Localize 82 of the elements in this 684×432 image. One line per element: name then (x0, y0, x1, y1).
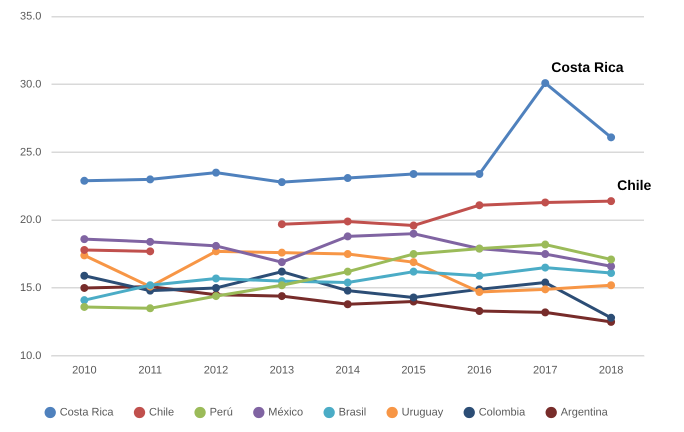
point (541, 79, 550, 88)
point (344, 174, 352, 182)
point (541, 285, 550, 294)
y-tick-label: 20.0 (20, 214, 42, 226)
point (541, 198, 550, 206)
point (607, 197, 616, 206)
legend-label: México (268, 406, 304, 419)
annotation: Chile (617, 176, 652, 193)
point (541, 278, 550, 287)
legend-label: Colombia (478, 406, 526, 419)
point (344, 250, 352, 258)
point (212, 168, 220, 177)
point (607, 314, 616, 322)
point (146, 304, 154, 312)
x-tick-label: 2013 (270, 364, 294, 376)
point (475, 288, 484, 296)
point (146, 247, 154, 256)
point (80, 235, 88, 244)
point (475, 272, 484, 280)
legend-label: Perú (210, 406, 233, 419)
point (80, 176, 88, 185)
point (212, 274, 220, 282)
point (475, 201, 484, 210)
point (344, 286, 352, 295)
point (475, 170, 484, 178)
point (344, 278, 352, 287)
point (541, 240, 550, 249)
legend-label: Brasil (338, 406, 366, 419)
x-tick-label: 2012 (204, 364, 228, 376)
point (410, 170, 418, 178)
y-tick-label: 10.0 (20, 350, 42, 362)
legend-label: Chile (149, 406, 174, 419)
point (344, 217, 352, 226)
point (278, 281, 286, 290)
point (344, 268, 352, 276)
x-tick-label: 2018 (598, 364, 624, 376)
x-tick-label: 2015 (401, 364, 426, 376)
point (410, 293, 418, 302)
point (410, 250, 418, 258)
point (146, 175, 154, 184)
legend-label: Argentina (560, 406, 609, 419)
point (278, 292, 286, 300)
point (344, 300, 352, 308)
legend-label: Uruguay (402, 406, 444, 419)
legend-label: Costa Rica (60, 406, 114, 419)
point (80, 296, 88, 304)
point (278, 258, 286, 266)
point (278, 268, 286, 276)
y-tick-label: 30.0 (20, 78, 42, 90)
point (80, 302, 88, 311)
point (212, 242, 220, 250)
point (278, 220, 286, 228)
point (146, 238, 154, 246)
point (541, 308, 550, 316)
x-tick-label: 2011 (138, 364, 162, 376)
x-tick-label: 2017 (532, 364, 558, 376)
y-tick-label: 15.0 (20, 282, 42, 294)
point (80, 246, 88, 254)
annotation: Costa Rica (551, 58, 624, 75)
point (212, 284, 220, 292)
x-tick-label: 2014 (335, 364, 360, 376)
point (475, 307, 484, 316)
point (410, 268, 418, 276)
point (607, 269, 616, 278)
point (607, 255, 616, 264)
point (278, 178, 286, 186)
point (607, 262, 616, 270)
y-tick-label: 35.0 (20, 10, 42, 23)
point (344, 232, 352, 240)
point (80, 272, 88, 280)
x-tick-label: 2016 (467, 364, 492, 376)
x-tick-label: 2010 (72, 364, 97, 376)
point (410, 230, 418, 238)
point (410, 222, 418, 230)
point (410, 258, 418, 266)
point (80, 284, 88, 292)
point (541, 250, 550, 258)
point (607, 281, 616, 290)
point (278, 248, 286, 257)
y-tick-label: 25.0 (20, 146, 42, 158)
point (541, 264, 550, 272)
point (607, 133, 616, 142)
